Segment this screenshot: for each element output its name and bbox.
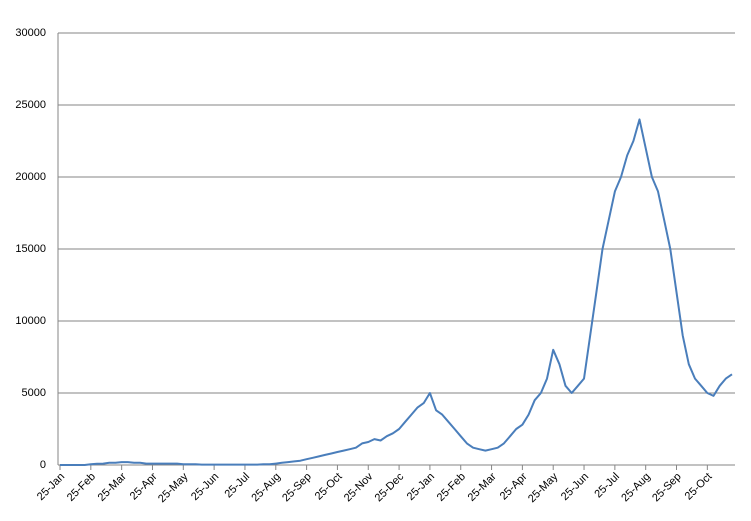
x-tick-label: 25-Aug <box>619 471 653 505</box>
y-tick-label: 25000 <box>15 99 46 111</box>
x-tick-label: 25-Dec <box>373 470 407 504</box>
x-tick-label: 25-Aug <box>249 471 283 505</box>
y-tick-label: 20000 <box>15 171 46 183</box>
y-tick-label: 30000 <box>15 27 46 39</box>
x-tick-label: 25-May <box>526 470 561 505</box>
x-tick-label: 25-Jan <box>35 471 67 503</box>
y-tick-label: 15000 <box>15 243 46 255</box>
x-tick-label: 25-Oct <box>313 471 345 503</box>
x-tick-label: 25-Mar <box>96 470 129 503</box>
x-tick-label: 25-Jul <box>592 471 622 501</box>
x-tick-label: 25-Sep <box>280 471 314 505</box>
y-tick-label: 0 <box>40 459 46 471</box>
x-tick-label: 25-Nov <box>342 470 376 504</box>
data-line <box>60 118 733 466</box>
x-tick-label: 25-Sep <box>650 471 684 505</box>
x-tick-label: 25-Jan <box>405 471 437 503</box>
x-tick-label: 25-Jun <box>189 471 221 503</box>
x-tick-label: 25-Feb <box>65 471 98 504</box>
y-tick-label: 5000 <box>22 387 46 399</box>
x-tick-label: 25-Apr <box>498 470 530 502</box>
x-tick-label: 25-Jul <box>222 471 252 501</box>
x-tick-label: 25-Apr <box>128 470 160 502</box>
y-tick-label: 10000 <box>15 315 46 327</box>
x-tick-label: 25-Oct <box>683 471 715 503</box>
x-tick-label: 25-Feb <box>435 471 468 504</box>
x-tick-label: 25-May <box>156 470 191 505</box>
x-tick-label: 25-Mar <box>466 470 499 503</box>
x-tick-label: 25-Jun <box>559 471 591 503</box>
